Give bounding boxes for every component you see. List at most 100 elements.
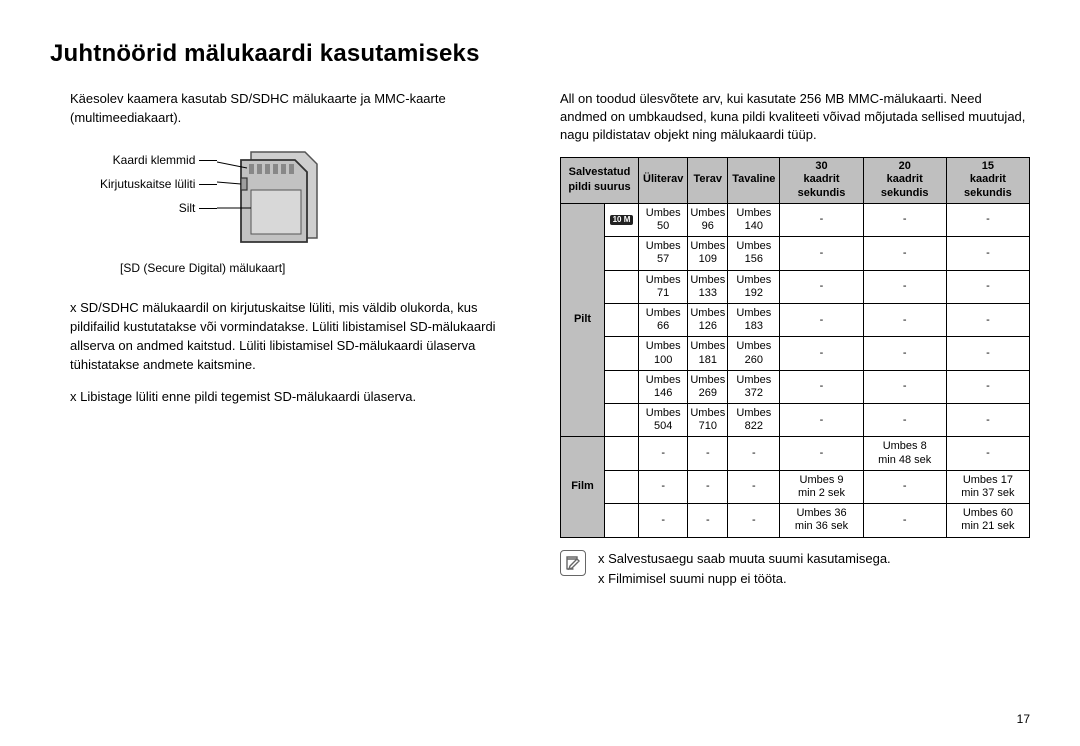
table-row: ---Umbes 36 min 36 sek-Umbes 60 min 21 s…	[561, 504, 1030, 537]
th-30fps: 30 kaadrit sekundis	[780, 157, 863, 203]
note-item: x Filmimisel suumi nupp ei tööta.	[598, 570, 891, 588]
bullet-item: x Libistage lüliti enne pildi tegemist S…	[70, 388, 510, 407]
size-icon-cell	[605, 370, 639, 403]
th-superfine: Üliterav	[639, 157, 688, 203]
label-sticker: Silt	[179, 200, 196, 217]
leader-line	[199, 208, 217, 209]
table-cell: -	[863, 303, 946, 336]
table-cell: -	[946, 203, 1029, 236]
table-cell: -	[946, 404, 1029, 437]
table-cell: -	[728, 437, 780, 470]
table-cell: -	[688, 470, 728, 503]
table-cell: Umbes 17 min 37 sek	[946, 470, 1029, 503]
table-row: Umbes 100Umbes 181Umbes 260---	[561, 337, 1030, 370]
table-cell: -	[780, 237, 863, 270]
right-intro-text: All on toodud ülesvõtete arv, kui kasuta…	[560, 90, 1030, 145]
table-row: Umbes 71Umbes 133Umbes 192---	[561, 270, 1030, 303]
table-cell: -	[780, 404, 863, 437]
sd-card-icon	[217, 148, 327, 248]
note-lines: x Salvestusaegu saab muuta suumi kasutam…	[598, 550, 891, 590]
th-size: Salvestatud pildi suurus	[561, 157, 639, 203]
right-column: All on toodud ülesvõtete arv, kui kasuta…	[560, 90, 1030, 590]
table-cell: Umbes 504	[639, 404, 688, 437]
table-row: Film----Umbes 8 min 48 sek-	[561, 437, 1030, 470]
table-cell: Umbes 260	[728, 337, 780, 370]
note-text: Filmimisel suumi nupp ei tööta.	[608, 571, 786, 586]
size-icon-cell	[605, 437, 639, 470]
table-cell: Umbes 269	[688, 370, 728, 403]
table-row: Umbes 66Umbes 126Umbes 183---	[561, 303, 1030, 336]
size-icon-cell	[605, 504, 639, 537]
table-row: ---Umbes 9 min 2 sek-Umbes 17 min 37 sek	[561, 470, 1030, 503]
table-cell: Umbes 372	[728, 370, 780, 403]
table-cell: Umbes 181	[688, 337, 728, 370]
size-icon-cell	[605, 303, 639, 336]
leader-line	[199, 160, 217, 161]
size-icon-cell	[605, 470, 639, 503]
table-cell: -	[946, 237, 1029, 270]
table-cell: -	[863, 504, 946, 537]
th-20fps: 20 kaadrit sekundis	[863, 157, 946, 203]
label-wp-switch: Kirjutuskaitse lüliti	[100, 176, 195, 193]
bullet-text: SD/SDHC mälukaardil on kirjutuskaitse lü…	[70, 300, 496, 372]
left-column: Käesolev kaamera kasutab SD/SDHC mälukaa…	[50, 90, 510, 590]
table-cell: -	[863, 470, 946, 503]
table-cell: -	[780, 337, 863, 370]
left-intro-text: Käesolev kaamera kasutab SD/SDHC mälukaa…	[50, 90, 510, 128]
table-cell: Umbes 9 min 2 sek	[780, 470, 863, 503]
table-cell: -	[863, 270, 946, 303]
table-cell: Umbes 8 min 48 sek	[863, 437, 946, 470]
table-cell: Umbes 156	[728, 237, 780, 270]
th-normal: Tavaline	[728, 157, 780, 203]
table-cell: Umbes 192	[728, 270, 780, 303]
table-cell: Umbes 96	[688, 203, 728, 236]
table-cell: -	[688, 504, 728, 537]
notes-block: x Salvestusaegu saab muuta suumi kasutam…	[560, 550, 1030, 590]
table-cell: Umbes 57	[639, 237, 688, 270]
note-text: Salvestusaegu saab muuta suumi kasutamis…	[608, 551, 891, 566]
table-cell: -	[780, 370, 863, 403]
table-cell: -	[780, 303, 863, 336]
table-row: Pilt10 MUmbes 50Umbes 96Umbes 140---	[561, 203, 1030, 236]
table-cell: -	[639, 437, 688, 470]
table-cell: -	[946, 270, 1029, 303]
row-group-image: Pilt	[561, 203, 605, 437]
th-fine: Terav	[688, 157, 728, 203]
size-icon-cell: 10 M	[605, 203, 639, 236]
table-cell: Umbes 126	[688, 303, 728, 336]
table-cell: -	[863, 404, 946, 437]
note-icon	[560, 550, 586, 576]
table-row: Umbes 57Umbes 109Umbes 156---	[561, 237, 1030, 270]
table-cell: -	[728, 470, 780, 503]
bullet-list: x SD/SDHC mälukaardil on kirjutuskaitse …	[50, 299, 510, 407]
table-cell: Umbes 109	[688, 237, 728, 270]
size-icon-cell	[605, 337, 639, 370]
table-cell: Umbes 133	[688, 270, 728, 303]
table-cell: Umbes 140	[728, 203, 780, 236]
table-cell: -	[780, 437, 863, 470]
bullet-text: Libistage lüliti enne pildi tegemist SD-…	[80, 389, 416, 404]
table-cell: Umbes 66	[639, 303, 688, 336]
table-cell: -	[688, 437, 728, 470]
size-10m-icon: 10 M	[610, 215, 634, 225]
table-cell: -	[946, 303, 1029, 336]
table-cell: -	[946, 437, 1029, 470]
table-cell: -	[946, 337, 1029, 370]
table-cell: -	[863, 203, 946, 236]
content-columns: Käesolev kaamera kasutab SD/SDHC mälukaa…	[50, 90, 1030, 590]
table-cell: -	[780, 203, 863, 236]
table-cell: Umbes 183	[728, 303, 780, 336]
table-cell: -	[728, 504, 780, 537]
page-title: Juhtnöörid mälukaardi kasutamiseks	[50, 40, 1030, 68]
bullet-prefix: x	[70, 300, 80, 315]
diagram-caption: [SD (Secure Digital) mälukaart]	[50, 260, 510, 277]
bullet-prefix: x	[598, 551, 608, 566]
table-cell: -	[863, 337, 946, 370]
th-15fps: 15 kaadrit sekundis	[946, 157, 1029, 203]
table-cell: -	[863, 237, 946, 270]
table-cell: Umbes 100	[639, 337, 688, 370]
table-row: Umbes 146Umbes 269Umbes 372---	[561, 370, 1030, 403]
bullet-item: x SD/SDHC mälukaardil on kirjutuskaitse …	[70, 299, 510, 374]
size-icon-cell	[605, 237, 639, 270]
leader-line	[199, 184, 217, 185]
